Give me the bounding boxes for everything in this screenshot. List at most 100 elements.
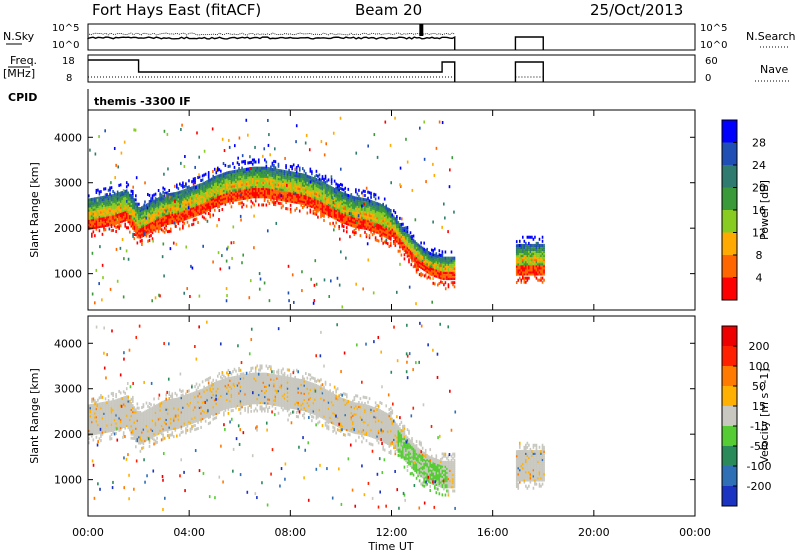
power-cell <box>144 200 146 204</box>
power-cell <box>320 215 322 219</box>
power-cell <box>121 195 123 199</box>
power-cell <box>128 203 131 207</box>
power-cell <box>218 200 221 204</box>
velocity-cell <box>92 422 95 426</box>
power-cell <box>520 266 523 270</box>
power-cell <box>383 211 386 215</box>
power-cell <box>212 201 215 205</box>
power-cell <box>253 172 256 176</box>
power-cell <box>311 202 313 206</box>
power-cell <box>232 184 234 188</box>
power-cell <box>239 195 242 199</box>
power-cell <box>274 184 277 188</box>
power-cell <box>345 215 348 219</box>
power-cell <box>515 252 518 256</box>
power-cell <box>282 179 284 183</box>
velocity-cell <box>107 425 110 429</box>
power-cell <box>257 166 260 170</box>
power-cell <box>400 239 403 243</box>
power-cell <box>179 227 181 231</box>
power-cell <box>215 171 218 175</box>
power-cell <box>227 195 230 199</box>
power-cell <box>264 195 266 199</box>
power-cell <box>116 221 119 225</box>
power-cell <box>224 178 227 182</box>
power-scatter <box>116 279 119 283</box>
power-cell <box>400 233 403 237</box>
power-cell <box>216 176 219 180</box>
power-cell <box>274 176 277 180</box>
power-cell <box>244 159 246 163</box>
power-scatter <box>258 287 261 291</box>
power-cell <box>532 266 535 270</box>
power-cell <box>119 199 122 203</box>
power-cell <box>189 193 192 197</box>
power-scatter <box>435 146 438 150</box>
power-cell <box>220 196 222 200</box>
power-scatter <box>135 176 138 180</box>
power-cell <box>391 233 394 237</box>
power-cell <box>232 192 234 196</box>
power-cell <box>368 217 371 221</box>
power-cell <box>220 181 222 185</box>
power-cell <box>414 254 416 258</box>
power-cell <box>279 197 281 201</box>
power-cell <box>327 192 330 196</box>
power-cell <box>163 208 166 212</box>
power-cell <box>345 207 348 211</box>
power-cell <box>408 243 410 247</box>
power-cell <box>356 219 359 223</box>
power-cell <box>355 190 357 194</box>
power-cell <box>300 175 303 179</box>
power-cell <box>169 227 172 231</box>
power-cell <box>209 207 211 211</box>
power-cell <box>172 194 175 198</box>
power-cell <box>200 199 202 203</box>
power-cell <box>297 172 300 176</box>
power-cell <box>332 195 334 199</box>
power-cell <box>188 199 190 203</box>
power-scatter <box>163 172 165 176</box>
power-cell <box>229 183 231 187</box>
power-cell <box>420 259 422 263</box>
power-cell <box>139 235 142 239</box>
power-cell <box>355 188 357 192</box>
power-cell <box>309 210 312 214</box>
power-cell <box>298 180 301 184</box>
power-cell <box>541 272 544 276</box>
power-cell <box>321 183 324 187</box>
power-cell <box>294 196 296 200</box>
power-cell <box>168 221 171 225</box>
power-cell <box>89 220 92 224</box>
power-cell <box>166 230 169 234</box>
power-cell <box>352 203 354 207</box>
power-cell <box>121 215 123 219</box>
power-cell <box>233 188 236 192</box>
power-cell <box>338 194 340 198</box>
power-cell <box>177 221 180 225</box>
power-cell <box>254 176 257 180</box>
power-cell <box>242 168 245 172</box>
power-cell <box>341 218 344 222</box>
power-cell <box>251 183 254 187</box>
power-cell <box>312 199 315 203</box>
power-cell <box>230 205 233 209</box>
power-cell <box>291 197 293 201</box>
velocity-cell <box>118 424 120 428</box>
power-cell <box>150 199 152 203</box>
power-cell <box>156 210 158 214</box>
velocity-cell <box>89 424 92 428</box>
power-cell <box>324 207 327 211</box>
velocity-cell <box>107 398 110 402</box>
power-cell <box>107 194 110 198</box>
power-cell <box>169 213 172 217</box>
power-cell <box>368 236 371 240</box>
power-cell <box>303 190 306 193</box>
power-cell <box>168 207 171 211</box>
power-cell <box>107 203 110 207</box>
power-cell <box>376 226 378 230</box>
velocity-cell <box>103 424 105 428</box>
power-cell <box>172 204 175 208</box>
velocity-cell <box>121 415 123 419</box>
power-cell <box>377 223 380 227</box>
